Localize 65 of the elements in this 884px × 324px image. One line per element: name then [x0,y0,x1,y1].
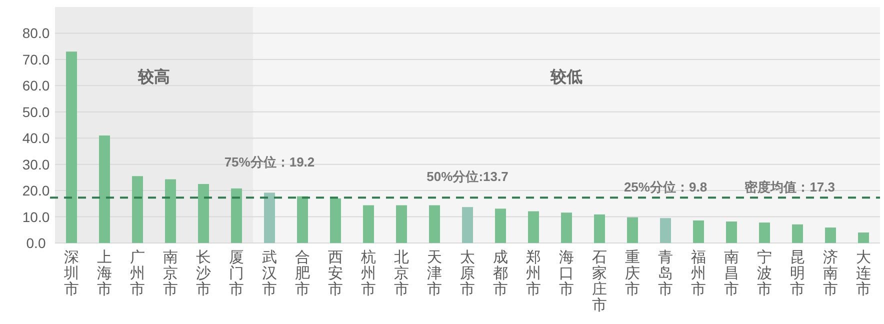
y-tick-label: 80.0 [22,25,50,42]
x-tick-label: 济南市 [823,249,838,298]
annotation: 75%分位：19.2 [224,154,315,170]
bar [594,214,605,243]
band-label: 较低 [550,68,582,86]
y-tick-label: 60.0 [22,78,50,94]
bar [396,205,407,243]
x-tick-label: 厦门市 [229,249,244,298]
band-label: 较高 [137,67,170,86]
x-tick-label: 北京市 [394,249,409,298]
annotation: 50%分位:13.7 [426,169,508,184]
x-tick-label: 宁波市 [757,249,772,298]
bar [825,228,836,243]
y-tick-label: 30.0 [22,156,50,172]
y-tick-label: 20.0 [22,182,50,199]
x-tick-label: 大连市 [856,249,871,298]
x-tick-label: 西安市 [328,249,343,298]
bar [198,184,209,243]
x-tick-label: 合肥市 [295,249,310,298]
x-tick-label: 昆明市 [790,249,805,298]
bar [528,211,539,243]
x-tick-label: 天津市 [427,249,442,298]
y-tick-label: 70.0 [22,51,50,68]
bar [363,205,374,243]
bar [132,176,143,243]
bar [99,135,110,243]
bar [66,52,77,243]
bar [231,188,242,243]
x-tick-label: 上海市 [97,249,112,298]
annotation: 25%分位：9.8 [624,179,708,194]
x-tick-label: 南昌市 [724,249,739,298]
x-tick-label: 广州市 [130,249,145,298]
x-tick-label: 石家庄市 [592,249,607,314]
ref-line-label: 密度均值：17.3 [744,180,835,195]
x-tick-label: 长沙市 [196,249,211,298]
bar [660,218,671,243]
x-tick-label: 成都市 [493,249,508,298]
y-tick-label: 50.0 [22,104,50,120]
x-tick-label: 福州市 [691,249,706,298]
bar [693,220,704,243]
x-tick-label: 太原市 [460,249,475,298]
bar [759,222,770,243]
y-tick-label: 40.0 [22,130,50,146]
x-tick-label: 深圳市 [63,249,79,298]
y-tick-label: 0.0 [26,235,46,251]
x-tick-label: 青岛市 [658,249,673,298]
bar [495,208,506,243]
x-tick-label: 南京市 [163,249,178,298]
y-tick-label: 10.0 [22,208,50,225]
x-tick-label: 重庆市 [625,249,640,298]
bar [330,198,341,243]
bar [627,217,638,243]
bar [264,192,275,243]
bar [429,205,440,243]
bar [165,179,176,243]
bar [297,196,308,243]
bar [858,232,869,243]
bar [561,212,572,243]
bar [726,222,737,243]
x-tick-label: 郑州市 [526,249,541,298]
x-tick-label: 海口市 [559,249,574,298]
bar [792,224,803,243]
bar [462,207,473,243]
x-tick-label: 杭州市 [360,249,376,298]
x-tick-label: 武汉市 [262,249,277,298]
